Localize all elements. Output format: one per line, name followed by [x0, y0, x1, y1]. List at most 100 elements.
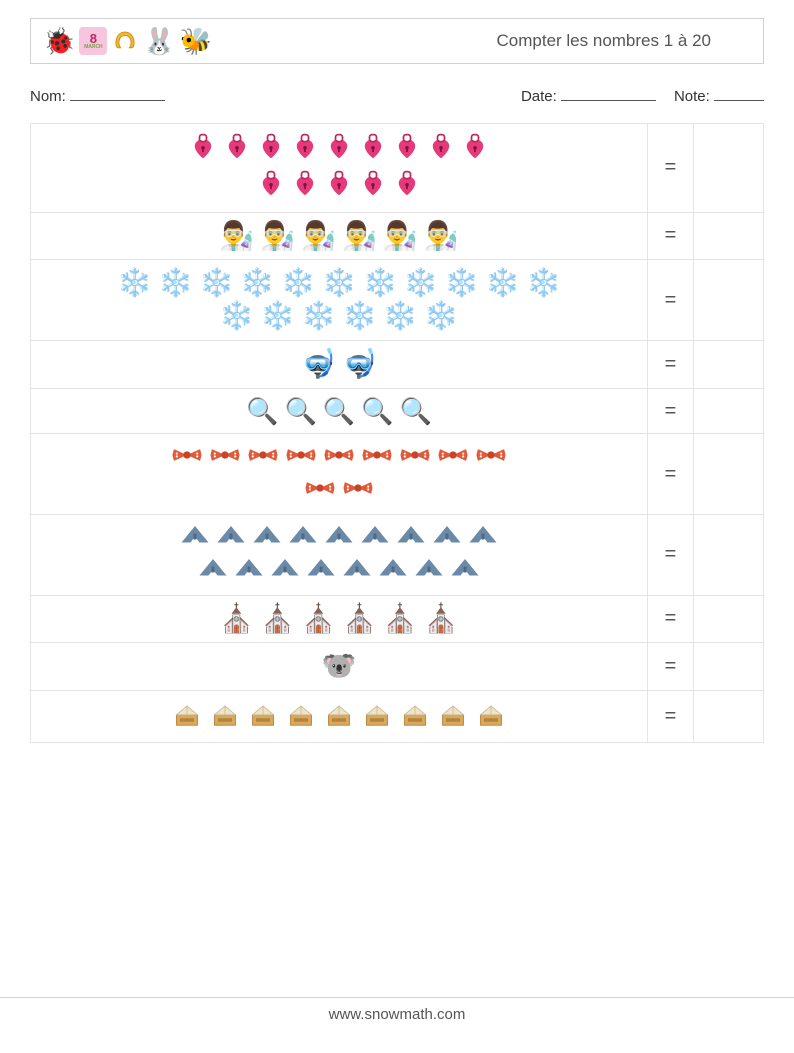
count-icon	[475, 699, 507, 734]
answer-cell[interactable]	[694, 643, 764, 691]
icons-cell: ❄️❄️❄️❄️❄️❄️❄️❄️❄️❄️❄️❄️❄️❄️❄️❄️❄️	[31, 260, 648, 341]
count-icon: ❄️	[424, 301, 459, 332]
count-icon	[325, 169, 353, 204]
count-icon	[359, 169, 387, 204]
count-icon: ⛪	[219, 604, 254, 635]
header-icons: 🐞8MARCH 🐰🐝	[43, 25, 212, 57]
count-icon	[414, 556, 444, 587]
count-icon: 🐨	[322, 651, 357, 682]
count-icon	[285, 699, 317, 734]
count-icon	[209, 699, 241, 734]
count-icon: 👨‍🔬	[342, 221, 377, 252]
answer-cell[interactable]	[694, 595, 764, 643]
count-icon: ⛪	[424, 604, 459, 635]
count-icon	[378, 556, 408, 587]
count-icon	[257, 169, 285, 204]
count-icon: ❄️	[383, 301, 418, 332]
date-blank[interactable]	[561, 86, 656, 101]
count-icon	[359, 132, 387, 167]
icons-cell	[31, 691, 648, 743]
name-blank[interactable]	[70, 86, 165, 101]
count-icon	[360, 523, 390, 554]
name-label: Nom:	[30, 88, 66, 105]
count-icon: 👨‍🔬	[424, 221, 459, 252]
answer-cell[interactable]	[694, 260, 764, 341]
count-icon	[171, 699, 203, 734]
answer-cell[interactable]	[694, 514, 764, 595]
count-icon: 🔍	[284, 397, 316, 426]
count-icon: ❄️	[526, 268, 561, 299]
ladybug-icon: 🐞	[43, 28, 75, 54]
count-icon	[361, 699, 393, 734]
count-icon: ❄️	[199, 268, 234, 299]
count-icon	[291, 169, 319, 204]
table-row: 👨‍🔬👨‍🔬👨‍🔬👨‍🔬👨‍🔬👨‍🔬=	[31, 212, 764, 260]
count-icon: 👨‍🔬	[383, 221, 418, 252]
count-icon	[198, 556, 228, 587]
count-icon	[468, 523, 498, 554]
answer-cell[interactable]	[694, 340, 764, 388]
table-row: 🔍🔍🔍🔍🔍=	[31, 388, 764, 434]
count-icon: 👨‍🔬	[219, 221, 254, 252]
table-row: =	[31, 691, 764, 743]
count-icon	[342, 556, 372, 587]
count-icon	[171, 442, 203, 473]
count-icon	[475, 442, 507, 473]
equals-cell: =	[648, 212, 694, 260]
answer-cell[interactable]	[694, 691, 764, 743]
icons-cell: 🐨	[31, 643, 648, 691]
count-icon	[209, 442, 241, 473]
answer-cell[interactable]	[694, 124, 764, 213]
count-icon	[247, 442, 279, 473]
footer: www.snowmath.com	[0, 997, 794, 1023]
note-blank[interactable]	[714, 86, 764, 101]
icons-cell: 🔍🔍🔍🔍🔍	[31, 388, 648, 434]
count-icon: 🔍	[323, 397, 355, 426]
count-icon: 🔍	[246, 397, 278, 426]
count-icon: ❄️	[485, 268, 520, 299]
count-icon: ❄️	[117, 268, 152, 299]
answer-cell[interactable]	[694, 212, 764, 260]
count-icon	[216, 523, 246, 554]
equals-cell: =	[648, 434, 694, 515]
count-icon	[323, 699, 355, 734]
icons-cell	[31, 514, 648, 595]
count-icon: ❄️	[158, 268, 193, 299]
header-box: 🐞8MARCH🐰🐝 Compter les nombres 1 à 20	[30, 18, 764, 64]
count-icon	[291, 132, 319, 167]
count-icon	[396, 523, 426, 554]
table-row: ⛪⛪⛪⛪⛪⛪=	[31, 595, 764, 643]
table-row: =	[31, 434, 764, 515]
count-icon	[189, 132, 217, 167]
icons-cell	[31, 124, 648, 213]
bee-icon: 🐝	[180, 28, 212, 54]
count-icon: ⛪	[301, 604, 336, 635]
count-icon: ❄️	[362, 268, 397, 299]
count-icon	[342, 475, 374, 506]
worksheet-table: =👨‍🔬👨‍🔬👨‍🔬👨‍🔬👨‍🔬👨‍🔬=❄️❄️❄️❄️❄️❄️❄️❄️❄️❄️…	[30, 123, 764, 743]
count-icon: 🔍	[400, 397, 432, 426]
equals-cell: =	[648, 514, 694, 595]
bunny-icon: 🐰	[143, 28, 175, 54]
count-icon	[393, 169, 421, 204]
count-icon	[304, 475, 336, 506]
count-icon: ❄️	[322, 268, 357, 299]
equals-cell: =	[648, 124, 694, 213]
footer-url: www.snowmath.com	[329, 1006, 466, 1023]
count-icon: ❄️	[281, 268, 316, 299]
horseshoe-icon	[111, 25, 139, 57]
count-icon: 👨‍🔬	[260, 221, 295, 252]
march8-icon: 8MARCH	[79, 27, 107, 55]
table-row: ❄️❄️❄️❄️❄️❄️❄️❄️❄️❄️❄️❄️❄️❄️❄️❄️❄️=	[31, 260, 764, 341]
equals-cell: =	[648, 260, 694, 341]
count-icon: ❄️	[219, 301, 254, 332]
count-icon: ❄️	[260, 301, 295, 332]
answer-cell[interactable]	[694, 434, 764, 515]
answer-cell[interactable]	[694, 388, 764, 434]
count-icon: 🤿	[301, 349, 336, 380]
count-icon	[257, 132, 285, 167]
count-icon	[270, 556, 300, 587]
table-row: =	[31, 514, 764, 595]
count-icon	[399, 442, 431, 473]
table-row: 🐨=	[31, 643, 764, 691]
